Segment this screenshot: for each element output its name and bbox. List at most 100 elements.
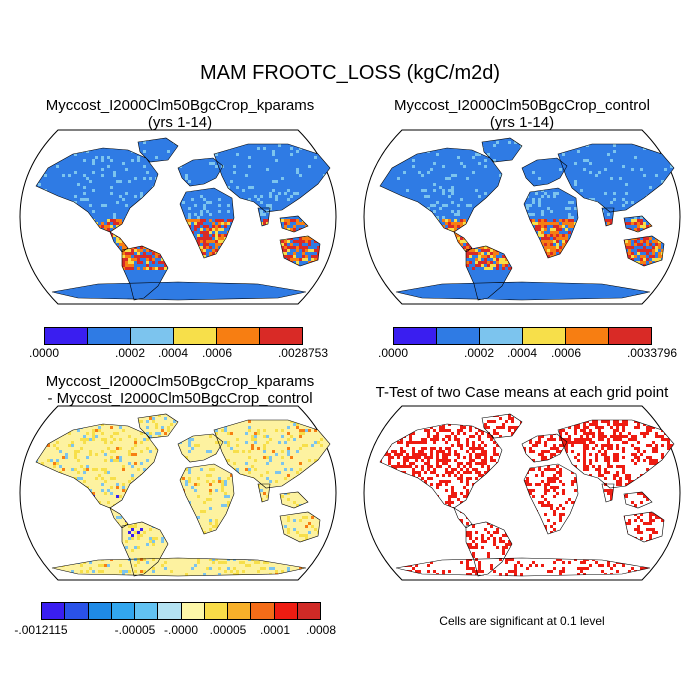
grid-cell: [74, 453, 77, 456]
grid-cell: [266, 441, 269, 444]
grid-cell: [451, 228, 454, 231]
grid-cell: [287, 492, 290, 495]
grid-cell: [212, 480, 215, 483]
grid-cell: [233, 165, 236, 168]
grid-cell: [212, 225, 215, 228]
grid-cell: [164, 417, 167, 420]
grid-cell: [269, 207, 272, 210]
grid-cell: [625, 192, 628, 195]
grid-cell: [281, 240, 284, 243]
grid-cell: [457, 210, 460, 213]
grid-cell: [107, 165, 110, 168]
grid-cell: [296, 249, 299, 252]
grid-cell: [616, 420, 619, 423]
grid-cell: [296, 171, 299, 174]
grid-cell: [448, 471, 451, 474]
grid-cell: [251, 186, 254, 189]
grid-cell: [415, 465, 418, 468]
grid-cell: [77, 450, 80, 453]
grid-cell: [574, 432, 577, 435]
grid-cell: [302, 222, 305, 225]
grid-cell: [613, 456, 616, 459]
grid-cell: [149, 177, 152, 180]
grid-cell: [499, 417, 502, 420]
grid-cell: [134, 531, 137, 534]
grid-cell: [571, 225, 574, 228]
grid-cell: [227, 504, 230, 507]
grid-cell: [200, 195, 203, 198]
grid-cell: [640, 240, 643, 243]
grid-cell: [664, 429, 667, 432]
grid-cell: [86, 465, 89, 468]
grid-cell: [293, 240, 296, 243]
grid-cell: [125, 252, 128, 255]
grid-cell: [592, 447, 595, 450]
grid-cell: [559, 228, 562, 231]
grid-cell: [451, 189, 454, 192]
grid-cell: [227, 219, 230, 222]
grid-cell: [556, 237, 559, 240]
grid-cell: [248, 186, 251, 189]
grid-cell: [448, 189, 451, 192]
grid-cell: [427, 429, 430, 432]
grid-cell: [215, 153, 218, 156]
grid-cell: [472, 156, 475, 159]
grid-cell: [140, 534, 143, 537]
grid-cell: [71, 441, 74, 444]
grid-cell: [287, 516, 290, 519]
grid-cell: [559, 246, 562, 249]
grid-cell: [122, 252, 125, 255]
grid-cell: [460, 225, 463, 228]
grid-cell: [472, 441, 475, 444]
grid-cell: [538, 438, 541, 441]
grid-cell: [146, 432, 149, 435]
grid-cell: [308, 237, 311, 240]
grid-cell: [269, 195, 272, 198]
grid-cell: [460, 162, 463, 165]
grid-cell: [559, 219, 562, 222]
grid-cell: [655, 432, 658, 435]
grid-cell: [263, 429, 266, 432]
grid-cell: [430, 204, 433, 207]
grid-cell: [197, 558, 200, 561]
grid-cell: [290, 255, 293, 258]
grid-cell: [197, 234, 200, 237]
grid-cell: [577, 459, 580, 462]
grid-cell: [634, 453, 637, 456]
grid-cell: [188, 180, 191, 183]
grid-cell: [92, 492, 95, 495]
grid-cell: [203, 573, 206, 576]
grid-cell: [101, 159, 104, 162]
grid-cell: [496, 444, 499, 447]
grid-cell: [472, 444, 475, 447]
world-map: [363, 129, 681, 305]
grid-cell: [107, 225, 110, 228]
grid-cell: [436, 435, 439, 438]
grid-cell: [637, 225, 640, 228]
grid-cell: [412, 468, 415, 471]
grid-cell: [302, 246, 305, 249]
grid-cell: [586, 438, 589, 441]
grid-cell: [275, 159, 278, 162]
grid-cell: [484, 246, 487, 249]
grid-cell: [436, 453, 439, 456]
grid-cell: [568, 438, 571, 441]
grid-cell: [128, 261, 131, 264]
grid-cell: [92, 189, 95, 192]
grid-cell: [314, 528, 317, 531]
grid-cell: [559, 474, 562, 477]
grid-cell: [110, 192, 113, 195]
grid-cell: [457, 432, 460, 435]
grid-cell: [403, 471, 406, 474]
grid-cell: [586, 447, 589, 450]
grid-cell: [215, 243, 218, 246]
grid-cell: [134, 462, 137, 465]
grid-cell: [556, 246, 559, 249]
grid-cell: [433, 468, 436, 471]
grid-cell: [460, 468, 463, 471]
grid-cell: [206, 231, 209, 234]
land-fill: [36, 138, 330, 300]
grid-cell: [296, 261, 299, 264]
grid-cell: [538, 228, 541, 231]
grid-cell: [439, 429, 442, 432]
